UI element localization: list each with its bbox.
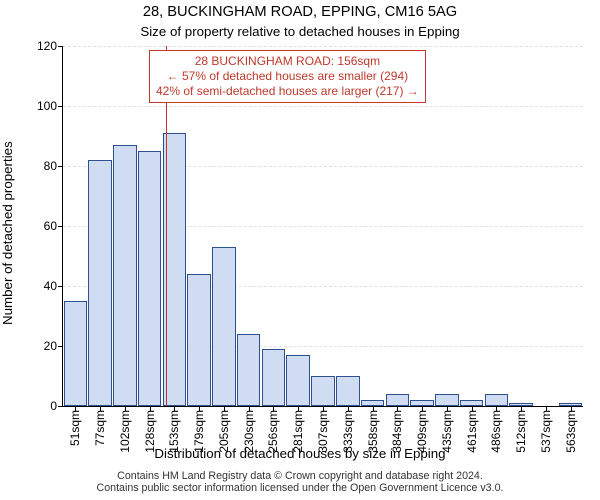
ytick-mark xyxy=(58,406,63,407)
gridline xyxy=(63,46,583,47)
x-axis-label: Distribution of detached houses by size … xyxy=(0,446,600,461)
bar xyxy=(237,334,261,406)
bar xyxy=(386,394,410,406)
xtick-label: 51sqm xyxy=(68,410,82,446)
gridline xyxy=(63,106,583,107)
bar xyxy=(435,394,459,406)
footer-line-1: Contains HM Land Registry data © Crown c… xyxy=(0,470,600,482)
ytick-mark xyxy=(58,346,63,347)
y-axis-label: Number of detached properties xyxy=(0,46,15,230)
bar xyxy=(311,376,335,406)
ytick-label: 40 xyxy=(44,279,57,293)
ytick-mark xyxy=(58,106,63,107)
footer-attribution: Contains HM Land Registry data © Crown c… xyxy=(0,470,600,494)
chart-subtitle: Size of property relative to detached ho… xyxy=(0,24,600,39)
chart-title: 28, BUCKINGHAM ROAD, EPPING, CM16 5AG xyxy=(0,4,600,20)
bar xyxy=(336,376,360,406)
ytick-label: 120 xyxy=(37,39,57,53)
callout-line-3: 42% of semi-detached houses are larger (… xyxy=(156,84,419,99)
ytick-mark xyxy=(58,46,63,47)
plot-area: 02040608010012051sqm77sqm102sqm128sqm153… xyxy=(62,46,583,407)
callout-line-1: 28 BUCKINGHAM ROAD: 156sqm xyxy=(156,54,419,69)
bar xyxy=(485,394,509,406)
callout-line-2: ← 57% of detached houses are smaller (29… xyxy=(156,69,419,84)
bar xyxy=(64,301,88,406)
property-size-chart: 28, BUCKINGHAM ROAD, EPPING, CM16 5AG Si… xyxy=(0,0,600,500)
bar xyxy=(113,145,137,406)
callout-box: 28 BUCKINGHAM ROAD: 156sqm← 57% of detac… xyxy=(149,50,426,103)
ytick-label: 100 xyxy=(37,99,57,113)
ytick-label: 20 xyxy=(44,339,57,353)
footer-line-2: Contains public sector information licen… xyxy=(0,482,600,494)
xtick-label: 77sqm xyxy=(93,410,107,446)
bar xyxy=(286,355,310,406)
ytick-mark xyxy=(58,286,63,287)
bar xyxy=(88,160,112,406)
bar xyxy=(212,247,236,406)
ytick-label: 0 xyxy=(50,399,57,413)
bar xyxy=(187,274,211,406)
ytick-label: 80 xyxy=(44,159,57,173)
bar xyxy=(262,349,286,406)
ytick-mark xyxy=(58,166,63,167)
ytick-label: 60 xyxy=(44,219,57,233)
bar xyxy=(138,151,162,406)
ytick-mark xyxy=(58,226,63,227)
